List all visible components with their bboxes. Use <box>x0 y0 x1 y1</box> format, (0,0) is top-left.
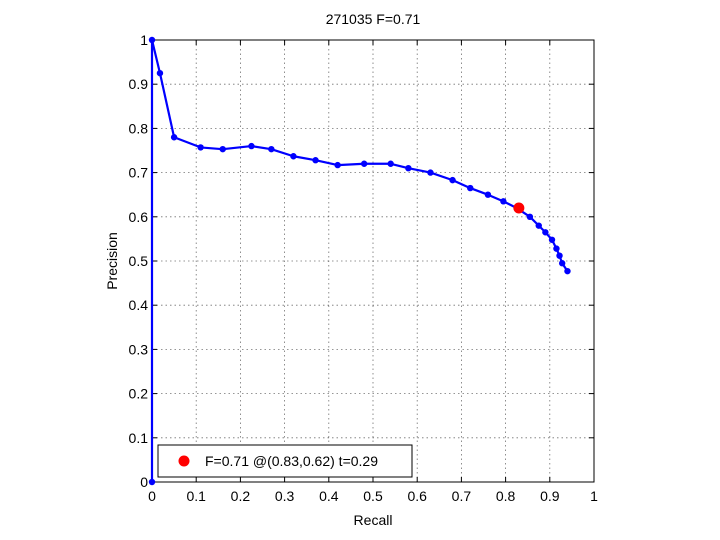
data-point <box>248 142 255 150</box>
data-point <box>290 153 297 160</box>
data-point <box>312 157 319 164</box>
data-point <box>484 191 492 198</box>
data-point <box>553 245 560 252</box>
x-tick-label: 0.3 <box>275 488 295 504</box>
y-tick-label: 0.3 <box>129 341 149 357</box>
y-tick-label: 0.2 <box>129 386 149 402</box>
y-tick-label: 0.9 <box>129 76 149 92</box>
y-tick-label: 0.8 <box>129 120 149 136</box>
best-f-point <box>513 202 525 214</box>
data-point <box>467 184 474 192</box>
data-point <box>526 213 534 220</box>
x-tick-label: 0.6 <box>407 488 427 504</box>
y-tick-label: 0.4 <box>129 297 149 313</box>
data-point <box>405 164 412 172</box>
legend-marker <box>178 455 190 467</box>
data-point <box>148 478 156 486</box>
data-point <box>558 260 566 267</box>
legend-box <box>157 444 413 478</box>
data-point <box>500 198 507 205</box>
x-tick-label: 0.9 <box>540 488 560 504</box>
x-tick-label: 0.5 <box>363 488 383 504</box>
x-tick-label: 0.7 <box>452 488 472 504</box>
x-tick-label: 0.1 <box>186 488 206 504</box>
grid-lines <box>152 40 594 482</box>
legend-entry: F=0.71 @(0.83,0.62) t=0.29 <box>205 453 378 469</box>
data-point <box>156 69 164 77</box>
data-point <box>197 144 204 151</box>
y-tick-label: 0.7 <box>129 165 149 181</box>
x-tick-label: 1 <box>590 488 598 504</box>
legend: F=0.71 @(0.83,0.62) t=0.29 <box>157 444 413 478</box>
data-point <box>268 145 275 153</box>
y-axis-label: Precision <box>104 232 120 290</box>
data-point <box>556 252 563 259</box>
data-point <box>564 267 571 275</box>
data-point <box>542 229 549 236</box>
x-tick-label: 0.2 <box>231 488 251 504</box>
x-axis-ticks: 0 0.1 0.2 0.3 0.4 0.5 0.6 0.7 0.8 0.9 1 <box>148 40 598 504</box>
series-line <box>150 38 569 482</box>
y-tick-label: 1 <box>140 32 148 48</box>
y-tick-label: 0.5 <box>129 253 149 269</box>
data-point <box>387 160 394 167</box>
data-point <box>148 36 156 44</box>
x-tick-label: 0 <box>148 488 156 504</box>
data-point <box>548 236 556 243</box>
x-tick-label: 0.8 <box>496 488 516 504</box>
data-point <box>449 176 456 184</box>
chart-title: 271035 F=0.71 <box>326 11 421 27</box>
data-point <box>535 222 542 229</box>
data-point <box>219 145 226 153</box>
x-tick-label: 0.4 <box>319 488 339 504</box>
y-tick-label: 0.1 <box>129 430 149 446</box>
data-point <box>170 134 178 141</box>
x-axis-label: Recall <box>354 512 393 528</box>
y-tick-label: 0 <box>140 474 148 490</box>
y-tick-label: 0.6 <box>129 209 149 225</box>
data-point <box>427 169 434 176</box>
y-axis-ticks: 0 0.1 0.2 0.3 0.4 0.5 0.6 0.7 0.8 0.9 1 <box>129 32 594 490</box>
data-point <box>334 161 341 169</box>
data-point <box>360 160 368 167</box>
